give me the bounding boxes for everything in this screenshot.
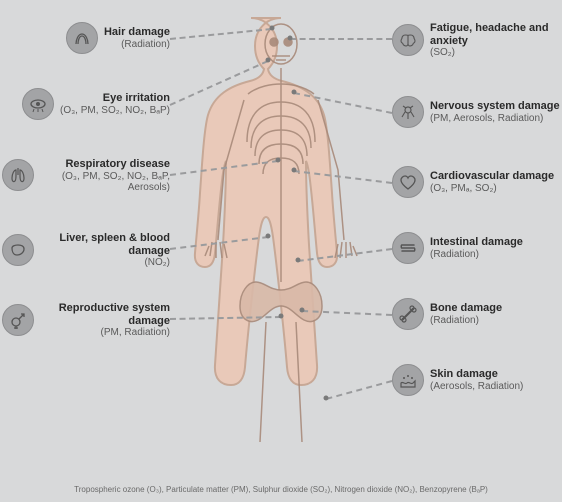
callout-eye: Eye irritation (O₃, PM, SO₂, NO₂, BₐP) [22,88,170,120]
bone-icon [392,298,424,330]
callout-sub: (Radiation) [430,249,523,260]
heart-icon [392,166,424,198]
callout-title: Nervous system damage [430,100,560,113]
leader-line [302,310,392,316]
leader-line [170,236,268,250]
callout-intest: Intestinal damage (Radiation) [392,232,523,264]
callout-fatigue: Fatigue, headache and anxiety (SO₂) [392,22,560,58]
nerve-icon [392,96,424,128]
callout-hair: Hair damage (Radiation) [66,22,170,54]
target-dot [266,234,271,239]
repro-icon [2,304,34,336]
callout-title: Skin damage [430,368,523,381]
target-dot [292,168,297,173]
callout-title: Respiratory disease [40,158,170,171]
leader-line [298,248,392,262]
target-dot [288,36,293,41]
callout-sub: (O₃, PMₐ, SO₂) [430,183,554,194]
target-dot [324,396,329,401]
target-dot [292,90,297,95]
leader-line [170,316,281,320]
hair-icon [66,22,98,54]
eye-icon [22,88,54,120]
liver-icon [2,234,34,266]
target-dot [266,58,271,63]
callout-repro: Reproductive system damage (PM, Radiatio… [2,302,170,338]
callout-nervous: Nervous system damage (PM, Aerosols, Rad… [392,96,560,128]
target-dot [270,26,275,31]
target-dot [276,158,281,163]
callout-liver: Liver, spleen & blood damage (NO₂) [2,232,170,268]
callout-title: Reproductive system damage [40,302,170,327]
callout-sub: (O₃, PM, SO₂, NO₂, BₐP) [60,105,170,116]
callout-sub: (Radiation) [430,315,502,326]
target-dot [279,314,284,319]
human-body-figure [166,12,396,462]
callout-title: Eye irritation [60,92,170,105]
callout-title: Hair damage [104,26,170,39]
leader-line [326,380,393,400]
target-dot [300,308,305,313]
brain-icon [392,24,424,56]
target-dot [296,258,301,263]
callout-sub: (NO₂) [40,257,170,268]
leader-line [170,160,278,176]
footnote: Tropospheric ozone (O₃), Particulate mat… [0,485,562,494]
leader-line [294,170,392,184]
callout-title: Intestinal damage [430,236,523,249]
callout-skin: Skin damage (Aerosols, Radiation) [392,364,523,396]
callout-bone: Bone damage (Radiation) [392,298,502,330]
leader-line [290,38,392,40]
callout-cardio: Cardiovascular damage (O₃, PMₐ, SO₂) [392,166,554,198]
callout-sub: (PM, Aerosols, Radiation) [430,113,560,124]
callout-title: Liver, spleen & blood damage [40,232,170,257]
callout-sub: (PM, Radiation) [40,327,170,338]
leader-line [170,28,272,40]
callout-sub: (Radiation) [104,39,170,50]
leader-line [294,92,392,114]
callout-title: Cardiovascular damage [430,170,554,183]
callout-sub: (O₃, PM, SO₂, NO₂, BₐP, Aerosols) [40,171,170,193]
leader-line [170,60,269,106]
lungs-icon [2,159,34,191]
callout-title: Fatigue, headache and anxiety [430,22,560,47]
callout-sub: (Aerosols, Radiation) [430,381,523,392]
skin-icon [392,364,424,396]
callout-resp: Respiratory disease (O₃, PM, SO₂, NO₂, B… [2,158,170,193]
callout-title: Bone damage [430,302,502,315]
callout-sub: (SO₂) [430,47,560,58]
intest-icon [392,232,424,264]
